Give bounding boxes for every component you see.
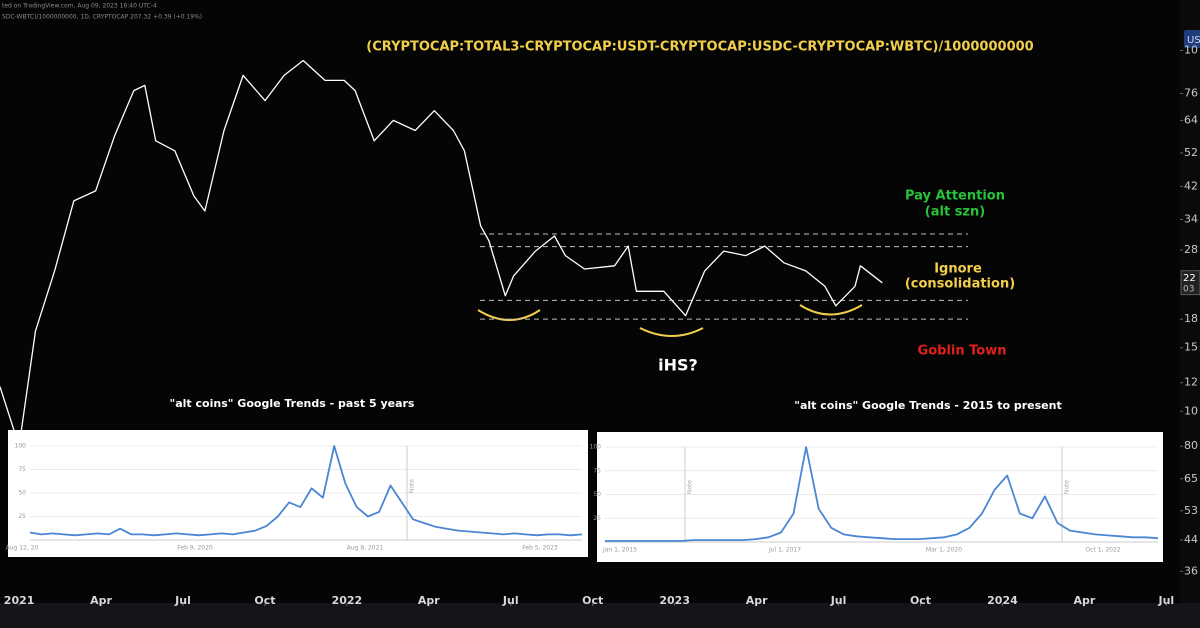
y-tick-label: 50 (18, 490, 26, 497)
right-shoulder-arc (799, 304, 863, 316)
x-tick-label: 2023 (659, 594, 690, 607)
y-tick-label: 36 (1184, 564, 1198, 577)
header-source: ted on TradingView.com, Aug 09, 2023 16:… (2, 3, 157, 10)
x-tick-label: 2022 (332, 594, 363, 607)
x-label: Jul 1, 2017 (768, 547, 801, 554)
y-tick-label: 53 (1184, 504, 1198, 517)
x-tick-label: Jul (1157, 594, 1174, 607)
trend-line (29, 445, 583, 537)
y-tick-label: 10 (1184, 43, 1198, 56)
x-label: Jan 1, 2015 (602, 547, 637, 554)
y-tick-label: 75 (593, 467, 601, 474)
chart-title: (CRYPTOCAP:TOTAL3-CRYPTOCAP:USDT-CRYPTOC… (366, 40, 1033, 55)
inset-title: "alt coins" Google Trends - 2015 to pres… (794, 399, 1061, 412)
y-tick-label: 34 (1184, 213, 1198, 226)
inset-title: "alt coins" Google Trends - past 5 years (170, 397, 415, 410)
y-tick-label: 12 (1184, 376, 1198, 389)
y-tick-label: 64 (1184, 113, 1198, 126)
y-tick-label: 28 (1184, 243, 1198, 256)
x-tick-label: Apr (90, 594, 112, 607)
y-tick-label: 52 (1184, 146, 1198, 159)
note-label: Note (687, 480, 694, 495)
x-tick-label: Jul (174, 594, 191, 607)
annotation-goblin-town: Goblin Town (918, 344, 1007, 359)
y-tick-label: 10 (1184, 404, 1198, 417)
y-tick-label: 15 (1184, 341, 1198, 354)
y-tick-label: 100 (590, 444, 602, 451)
x-tick-label: Jul (830, 594, 847, 607)
x-tick-label: Jul (502, 594, 519, 607)
trend-line (605, 446, 1159, 542)
currency-badge (1184, 30, 1200, 48)
price-axis-panel (1180, 0, 1200, 603)
currency-label: US (1187, 35, 1200, 46)
y-tick-label: 75 (18, 466, 26, 473)
header-symbol: SDC-WBTC)/1000000000, 1D, CRYPTOCAP 207.… (2, 14, 202, 21)
annotation-consolidation: (consolidation) (905, 277, 1015, 292)
x-label: Feb 9, 2020 (177, 545, 213, 552)
y-tick-label: 42 (1184, 179, 1198, 192)
y-tick-label: 80 (1184, 439, 1198, 452)
x-tick-label: Apr (418, 594, 440, 607)
y-tick-label: 44 (1184, 533, 1198, 546)
left-shoulder-arc (477, 309, 541, 321)
x-label: Aug 8, 2021 (347, 545, 384, 552)
y-tick-label: 25 (18, 513, 26, 520)
price-line (0, 59, 883, 447)
x-label: Feb 5, 2023 (522, 545, 558, 552)
x-tick-label: Apr (1073, 594, 1095, 607)
x-tick-label: 2024 (987, 594, 1018, 607)
note-label: Note (1064, 480, 1071, 495)
y-tick-label: 50 (593, 491, 601, 498)
head-arc (639, 327, 704, 337)
last-price-label: 22 (1183, 273, 1196, 284)
annotation-ihs: iHS? (658, 356, 698, 375)
y-tick-label: 76 (1184, 86, 1198, 99)
y-tick-label: 65 (1184, 472, 1198, 485)
y-tick-label: 18 (1184, 312, 1198, 325)
x-tick-label: Oct (910, 594, 931, 607)
last-price-tag (1180, 270, 1200, 296)
x-label: Aug 12, 20 (6, 545, 39, 552)
x-tick-label: Oct (582, 594, 603, 607)
x-label: Mar 1, 2020 (926, 547, 962, 554)
last-price-sublabel: 03 (1183, 284, 1194, 294)
x-tick-label: Apr (746, 594, 768, 607)
annotation-alt-szn: (alt szn) (925, 205, 985, 220)
annotation-ignore: Ignore (934, 262, 982, 277)
annotation-pay-attention: Pay Attention (905, 189, 1005, 204)
time-axis-bar (0, 603, 1200, 628)
y-tick-label: 100 (15, 443, 27, 450)
y-tick-label: 25 (593, 515, 601, 522)
x-tick-label: 2021 (4, 594, 35, 607)
x-label: Oct 1, 2022 (1085, 547, 1120, 554)
x-tick-label: Oct (254, 594, 275, 607)
ihs-arcs (477, 304, 863, 337)
note-label: Note (409, 479, 416, 494)
